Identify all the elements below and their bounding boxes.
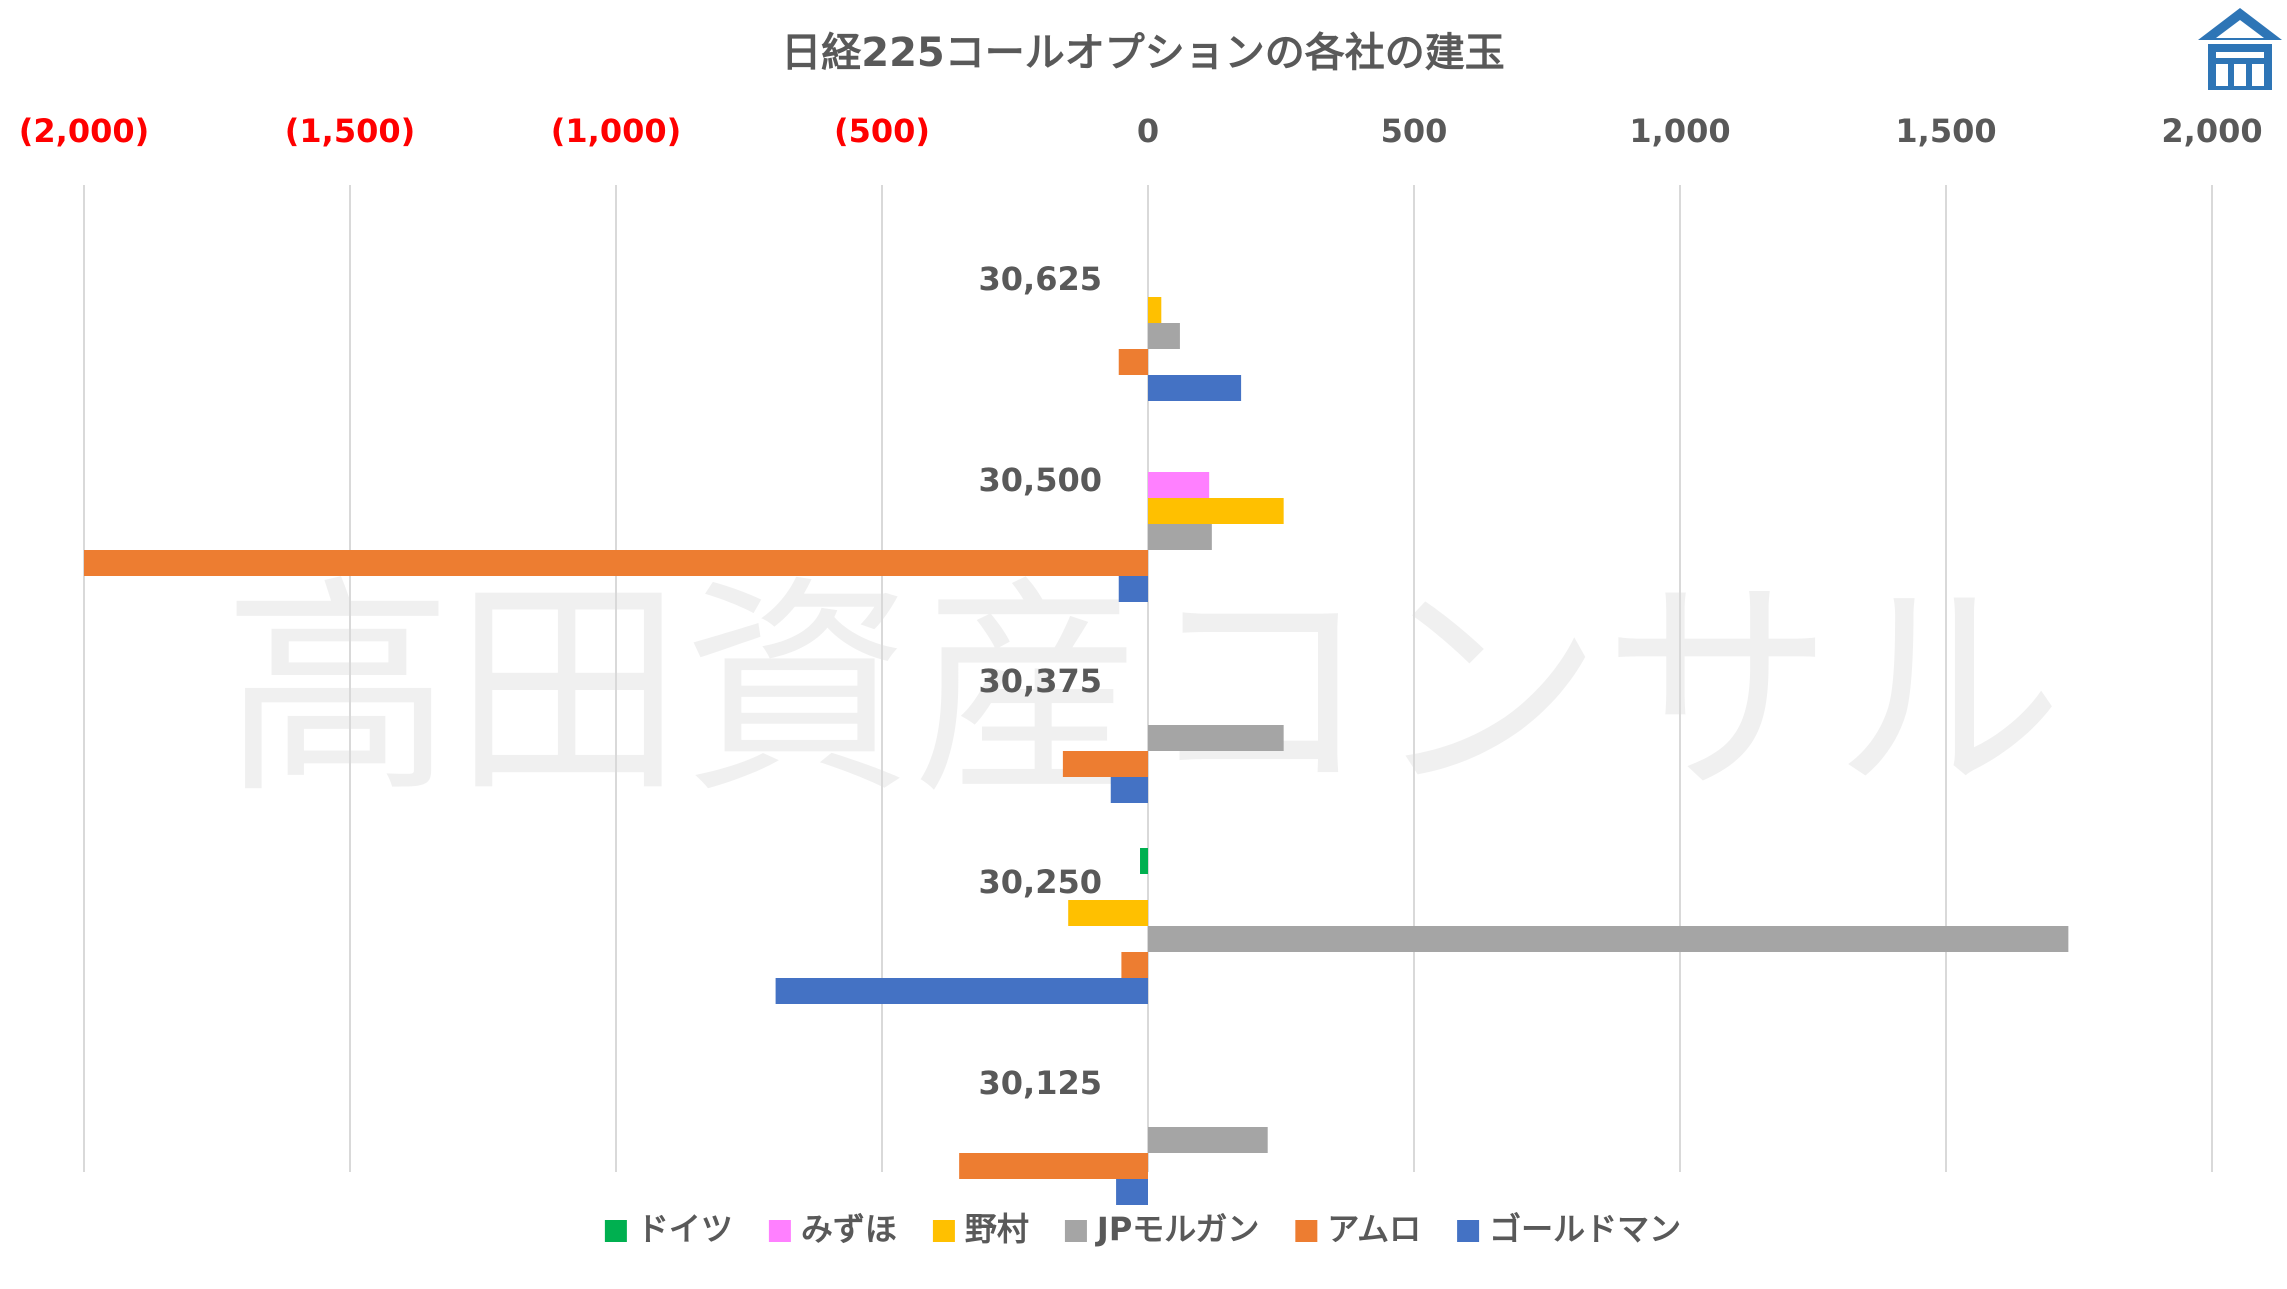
- bar: [1118, 349, 1148, 375]
- x-tick-label: (2,000): [19, 112, 149, 150]
- legend-swatch: [1295, 1220, 1318, 1242]
- legend-label: 野村: [965, 1210, 1029, 1248]
- legend-swatch: [768, 1220, 791, 1242]
- x-tick-label: (500): [834, 112, 930, 150]
- bar: [1148, 297, 1162, 323]
- bar: [84, 550, 1148, 576]
- bar: [1110, 777, 1148, 803]
- bar: [1140, 848, 1148, 874]
- bar: [1148, 375, 1242, 401]
- legend-label: みずほ: [801, 1210, 897, 1248]
- legend-label: JPモルガン: [1095, 1210, 1259, 1248]
- bar: [1148, 498, 1284, 524]
- legend-swatch: [1064, 1220, 1087, 1242]
- bar: [1116, 1179, 1148, 1205]
- legend-swatch: [932, 1220, 955, 1242]
- bar: [1148, 1127, 1268, 1153]
- category-label: 30,250: [979, 863, 1102, 901]
- legend-label: ゴールドマン: [1489, 1210, 1681, 1248]
- category-label: 30,125: [979, 1064, 1102, 1102]
- x-tick-label: 1,500: [1895, 112, 1996, 150]
- bar: [1148, 926, 2069, 952]
- legend-label: アムロ: [1327, 1210, 1421, 1248]
- chart-title: 日経225コールオプションの各社の建玉: [781, 30, 1505, 76]
- category-label: 30,625: [979, 260, 1102, 298]
- bar: [1118, 576, 1148, 602]
- x-tick-label: (1,500): [285, 112, 415, 150]
- bar: [1148, 725, 1284, 751]
- x-tick-label: 1,000: [1629, 112, 1730, 150]
- x-tick-label: 500: [1381, 112, 1448, 150]
- bar: [775, 978, 1148, 1004]
- bar: [1062, 751, 1148, 777]
- house-logo-icon: [2198, 8, 2282, 90]
- bar: [1148, 472, 1210, 498]
- bar: [1121, 952, 1148, 978]
- x-tick-label: 0: [1137, 112, 1159, 150]
- legend-label: ドイツ: [637, 1210, 733, 1248]
- category-label: 30,375: [979, 662, 1102, 700]
- bar: [1148, 524, 1212, 550]
- legend-swatch: [1457, 1220, 1480, 1242]
- bar: [1148, 323, 1180, 349]
- x-tick-label: (1,000): [551, 112, 681, 150]
- bar: [1068, 900, 1148, 926]
- bar: [959, 1153, 1148, 1179]
- legend-swatch: [604, 1220, 627, 1242]
- category-label: 30,500: [979, 461, 1102, 499]
- x-tick-label: 2,000: [2161, 112, 2262, 150]
